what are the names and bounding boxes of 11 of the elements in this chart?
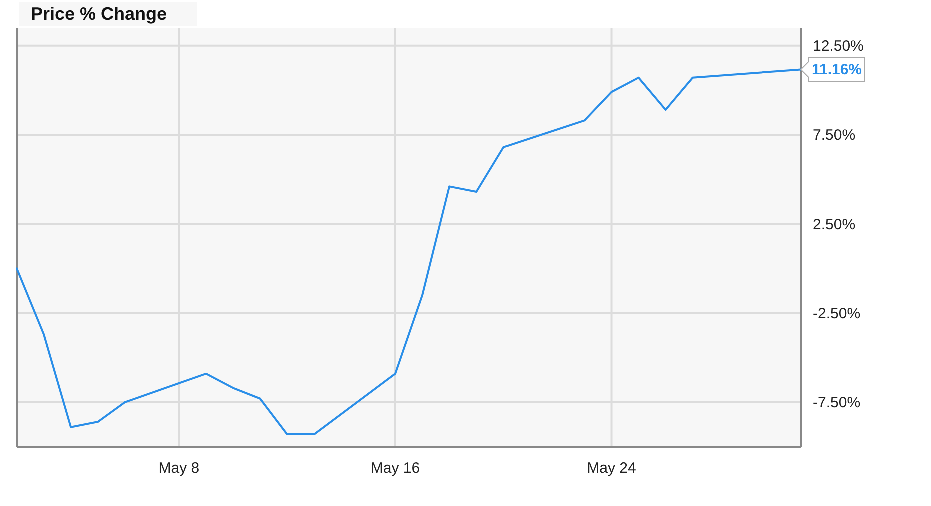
x-tick-label: May 16 (370, 460, 420, 477)
y-tick-label: 12.50% (813, 38, 864, 56)
y-tick-label: -2.50% (813, 306, 861, 323)
line-series (16, 68, 802, 436)
chart-title: Price % Change (31, 4, 168, 24)
y-tick-label: -7.50% (813, 394, 861, 412)
y-tick-label: 2.50% (813, 216, 856, 234)
x-tick-label: May 24 (587, 460, 636, 477)
y-tick-label: 7.50% (813, 127, 856, 144)
data-label: 11.16% (812, 62, 862, 79)
x-tick-label: May 8 (158, 460, 200, 477)
